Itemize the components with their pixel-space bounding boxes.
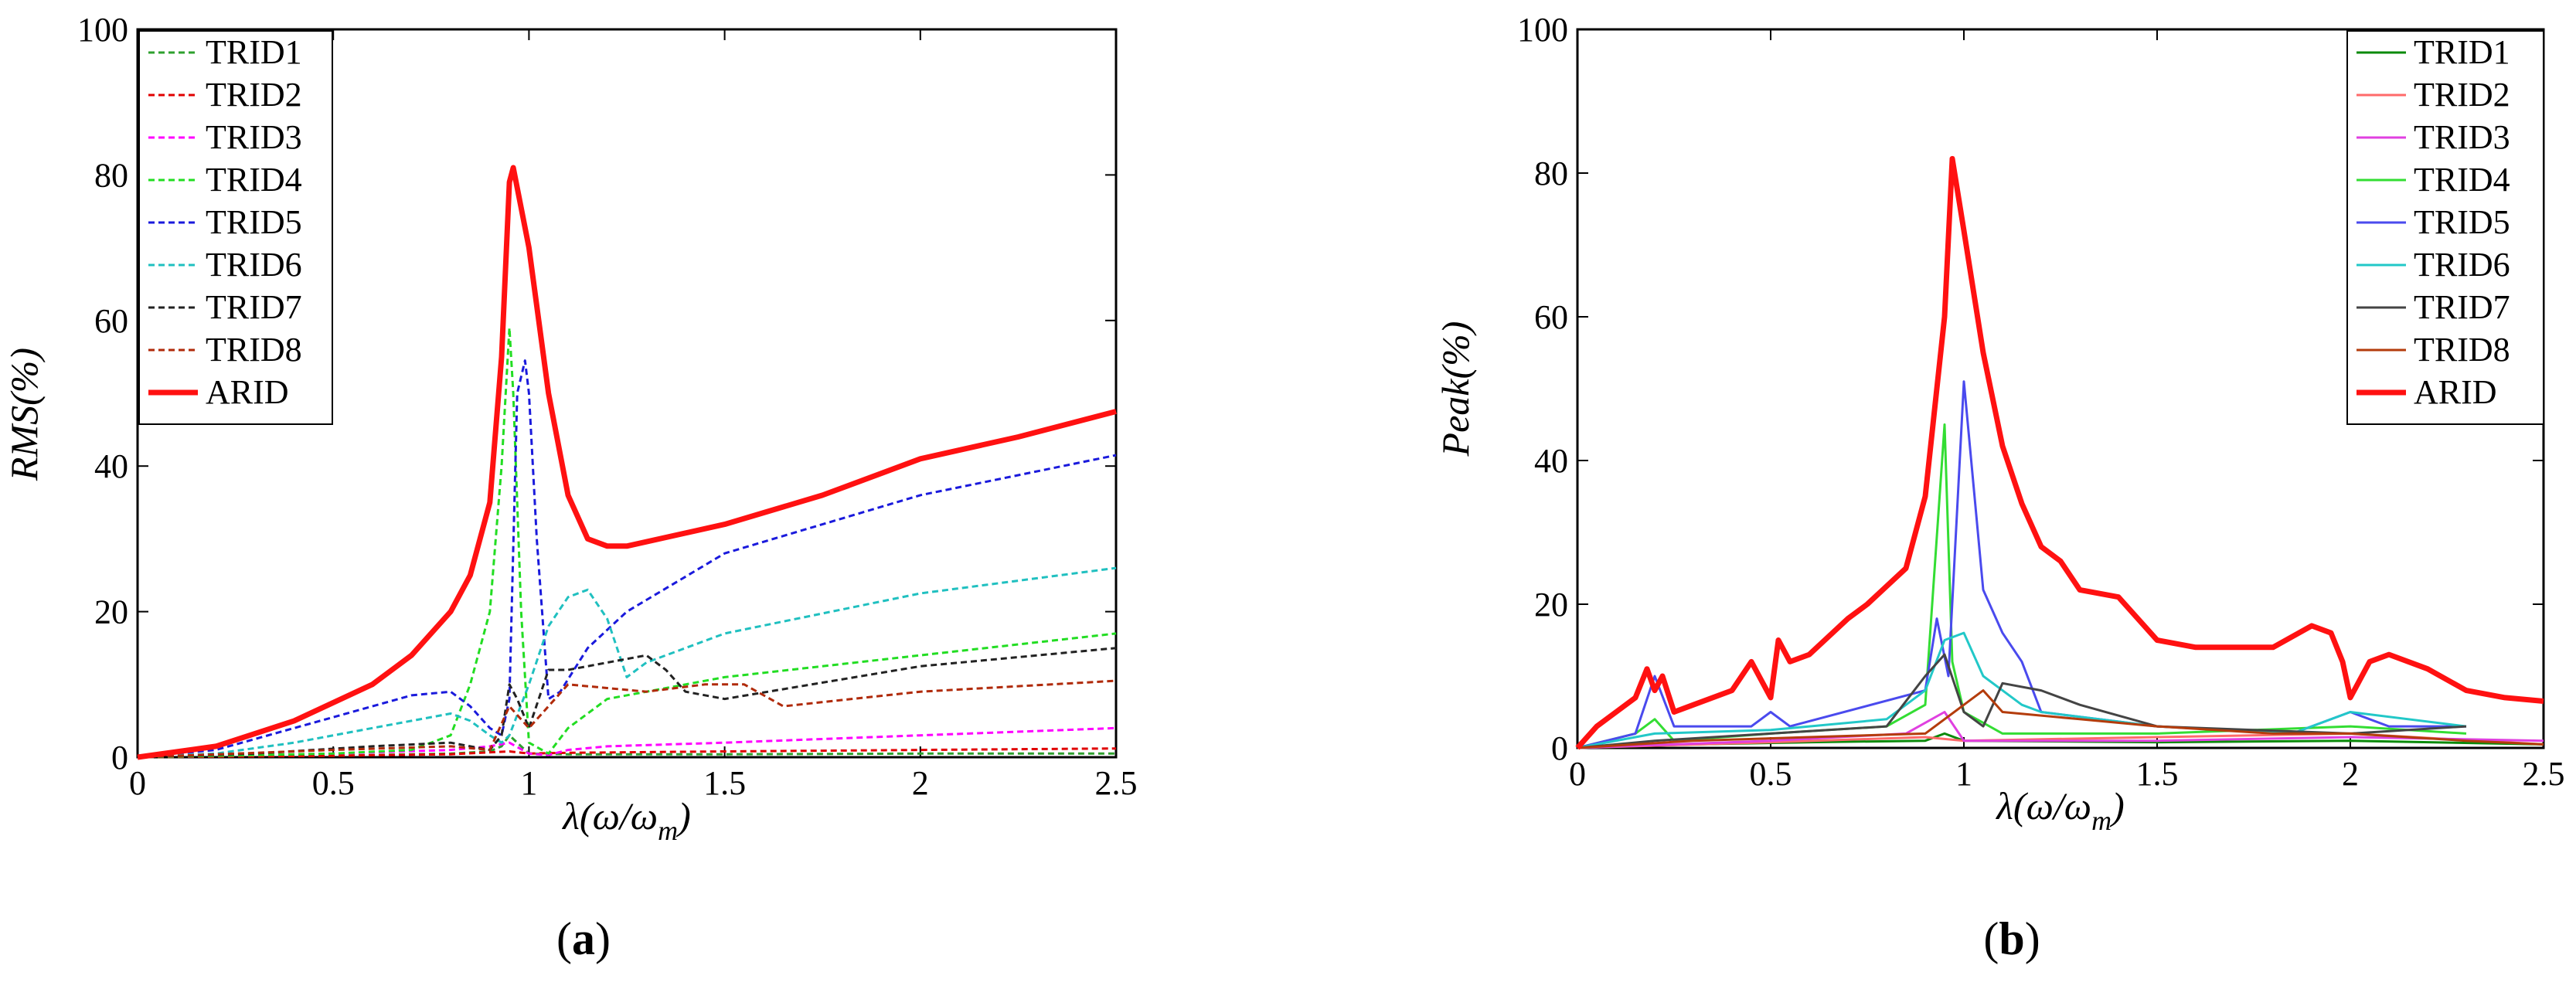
chart-b-legend-label: TRID1 bbox=[2414, 33, 2510, 71]
chart-a-ytick-label: 0 bbox=[111, 739, 128, 777]
chart-a-legend-label: TRID8 bbox=[206, 331, 302, 369]
chart-b-series-trid3 bbox=[1577, 711, 2544, 749]
chart-a-ytick-label: 100 bbox=[77, 11, 128, 49]
chart-a-legend-box bbox=[138, 30, 333, 425]
chart-b-ytick-label: 100 bbox=[1517, 11, 1568, 49]
chart-a-legend: TRID1 TRID2 TRID3 TRID4 TRID5 TRID6 TRID7 TRID8… bbox=[138, 30, 333, 425]
chart-a-series-trid5 bbox=[137, 359, 1117, 759]
chart-a-xlabel: λ(ω/ωm) bbox=[561, 794, 690, 846]
chart-a: 0 0.5 1 1.5 2 2.5 0 20 40 60 80 100 TRID1 TRID2 TRID3… bbox=[2, 11, 1138, 964]
chart-a-xtick-label: 2 bbox=[912, 764, 929, 802]
chart-b-ylabel: Peak(%) bbox=[1434, 321, 1477, 457]
chart-a-legend-label: TRID3 bbox=[206, 118, 302, 156]
chart-b-xlabel: λ(ω/ωm) bbox=[1995, 784, 2124, 836]
chart-a-ytick-label: 20 bbox=[94, 593, 128, 631]
chart-b-ytick-label: 80 bbox=[1534, 155, 1568, 192]
chart-b-ytick-label: 60 bbox=[1534, 298, 1568, 336]
chart-b-series-trid7 bbox=[1577, 653, 2467, 749]
chart-b-legend-label: TRID4 bbox=[2414, 161, 2510, 199]
chart-b: 0 0.5 1 1.5 2 2.5 0 20 40 60 80 100 TRID1 TRID2 TRID3… bbox=[1434, 11, 2565, 964]
chart-a-legend-label: TRID5 bbox=[206, 203, 302, 241]
chart-b-xtick-label: 2.5 bbox=[2523, 755, 2565, 793]
chart-b-legend-label: TRID5 bbox=[2414, 203, 2510, 241]
chart-a-ytick-label: 80 bbox=[94, 156, 128, 194]
chart-b-legend: TRID1 TRID2 TRID3 TRID4 TRID5 TRID6 TRID7 TRID8… bbox=[2346, 30, 2544, 425]
chart-a-xtick-label: 1.5 bbox=[703, 764, 746, 802]
chart-a-xtick-label: 0.5 bbox=[312, 764, 355, 802]
chart-a-ticks: 0 0.5 1 1.5 2 2.5 0 20 40 60 80 100 bbox=[77, 11, 1138, 802]
panel-a-label: (a) bbox=[556, 913, 611, 964]
chart-b-legend-label: TRID3 bbox=[2414, 118, 2510, 156]
chart-b-legend-label: TRID7 bbox=[2414, 288, 2510, 326]
chart-a-xtick-label: 2.5 bbox=[1095, 764, 1138, 802]
chart-b-xtick-label: 0 bbox=[1569, 755, 1586, 793]
chart-b-series-trid8 bbox=[1577, 689, 2544, 749]
chart-a-xtick-label: 0 bbox=[129, 764, 146, 802]
chart-b-series-arid bbox=[1575, 155, 2544, 750]
chart-b-series bbox=[1575, 155, 2544, 750]
chart-a-series bbox=[137, 165, 1117, 760]
chart-b-legend-label: TRID8 bbox=[2414, 331, 2510, 369]
chart-b-ytick-label: 40 bbox=[1534, 442, 1568, 480]
chart-b-xtick-label: 2 bbox=[2342, 755, 2359, 793]
chart-b-series-trid4 bbox=[1577, 423, 2467, 749]
chart-a-ylabel: RMS(%) bbox=[2, 348, 46, 481]
chart-a-legend-label: TRID2 bbox=[206, 76, 302, 114]
chart-a-series-trid3 bbox=[137, 726, 1117, 759]
chart-a-ytick-label: 60 bbox=[94, 302, 128, 340]
chart-a-legend-label: TRID7 bbox=[206, 288, 302, 326]
chart-b-legend-label: TRID6 bbox=[2414, 246, 2510, 284]
chart-a-xtick-label: 1 bbox=[520, 764, 537, 802]
chart-b-legend-box bbox=[2346, 30, 2544, 425]
chart-a-series-trid8 bbox=[137, 679, 1117, 759]
chart-a-ytick-label: 40 bbox=[94, 447, 128, 485]
chart-a-series-trid2 bbox=[137, 747, 1117, 759]
chart-a-legend-label: ARID bbox=[206, 373, 289, 411]
chart-a-series-trid4 bbox=[137, 326, 1117, 759]
chart-b-legend-label: ARID bbox=[2414, 373, 2497, 411]
chart-a-legend-label: TRID6 bbox=[206, 246, 302, 284]
chart-b-ytick-label: 20 bbox=[1534, 586, 1568, 624]
chart-b-ytick-label: 0 bbox=[1551, 729, 1568, 767]
chart-a-series-trid6 bbox=[137, 566, 1117, 759]
chart-a-legend-label: TRID1 bbox=[206, 33, 302, 71]
chart-a-legend-label: TRID4 bbox=[206, 161, 302, 199]
chart-a-series-arid bbox=[137, 165, 1117, 760]
chart-b-xtick-label: 1.5 bbox=[2136, 755, 2179, 793]
chart-b-xtick-label: 0.5 bbox=[1750, 755, 1792, 793]
chart-b-legend-label: TRID2 bbox=[2414, 76, 2510, 114]
panel-b-label: (b) bbox=[1983, 913, 2040, 964]
chart-b-ticks: 0 0.5 1 1.5 2 2.5 0 20 40 60 80 100 bbox=[1517, 11, 2565, 793]
chart-b-xtick-label: 1 bbox=[1955, 755, 1972, 793]
